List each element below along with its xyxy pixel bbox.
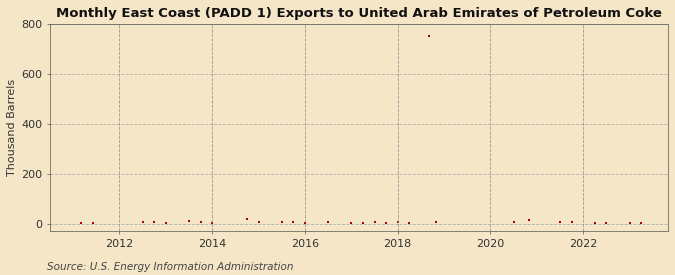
Text: Source: U.S. Energy Information Administration: Source: U.S. Energy Information Administ… <box>47 262 294 272</box>
Y-axis label: Thousand Barrels: Thousand Barrels <box>7 79 17 176</box>
Title: Monthly East Coast (PADD 1) Exports to United Arab Emirates of Petroleum Coke: Monthly East Coast (PADD 1) Exports to U… <box>56 7 662 20</box>
